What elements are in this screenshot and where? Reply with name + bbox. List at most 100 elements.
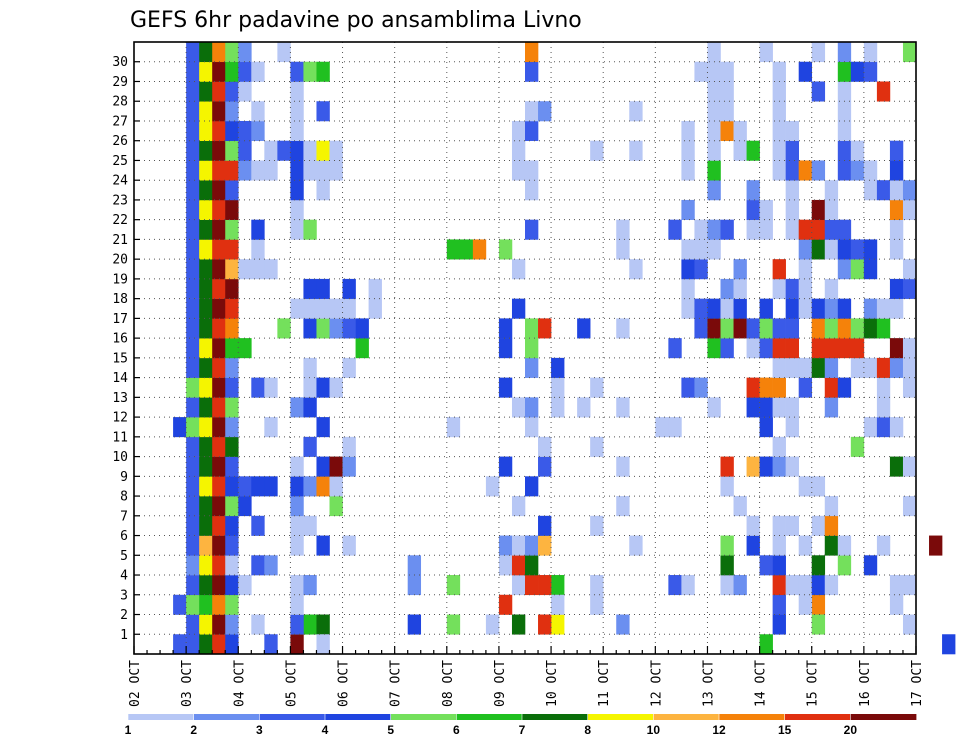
heatmap-cell (707, 140, 721, 161)
heatmap-cell (785, 298, 799, 319)
heatmap-cell (186, 120, 200, 142)
heatmap-cell (251, 476, 265, 497)
heatmap-cell (303, 278, 317, 299)
heatmap-cell (798, 357, 813, 378)
heatmap-cell (785, 160, 799, 181)
heatmap-cell (707, 318, 721, 339)
heatmap-cell (772, 377, 786, 398)
heatmap-cell (707, 239, 721, 260)
heatmap-cell (733, 140, 747, 161)
heatmap-cell (498, 318, 513, 339)
heatmap-cell (316, 278, 330, 299)
heatmap-cell (876, 357, 891, 378)
heatmap-cell (733, 120, 747, 142)
heatmap-cell (551, 594, 565, 615)
heatmap-cell (616, 318, 630, 339)
heatmap-cell (772, 357, 786, 378)
heatmap-cell (902, 496, 917, 517)
heatmap-cell (590, 575, 604, 596)
heatmap-cell (251, 614, 265, 635)
heatmap-cell (824, 278, 839, 299)
heatmap-cell (720, 535, 734, 556)
heatmap-cell (720, 61, 734, 82)
heatmap-cell (798, 476, 813, 497)
y-tick-label: 15 (112, 351, 128, 366)
heatmap-cell (368, 278, 382, 299)
heatmap-cell (538, 436, 552, 457)
heatmap-cell (511, 614, 526, 635)
heatmap-cell (824, 575, 839, 596)
heatmap-cell (251, 239, 265, 260)
heatmap-cell (772, 160, 786, 181)
heatmap-cell (538, 456, 552, 477)
legend-label: 3 (256, 723, 263, 737)
heatmap-cell (303, 397, 317, 418)
heatmap-cell (798, 219, 813, 240)
heatmap-cell (316, 140, 330, 161)
heatmap-cell (525, 397, 539, 418)
heatmap-cell (772, 555, 786, 576)
heatmap-cell (772, 397, 786, 418)
heatmap-cell (186, 515, 200, 536)
heatmap-cell (316, 160, 330, 181)
heatmap-cell (225, 535, 239, 556)
heatmap-cell (303, 140, 317, 161)
heatmap-cell (225, 318, 239, 339)
heatmap-cell (329, 496, 343, 517)
heatmap-cell (746, 397, 760, 418)
heatmap-cell (355, 338, 369, 359)
heatmap-cell (446, 575, 461, 596)
heatmap-cell (303, 219, 317, 240)
heatmap-cell (342, 436, 356, 457)
heatmap-cell (525, 476, 539, 497)
heatmap-cell (850, 338, 865, 359)
x-tick-label: 10 OCT (545, 660, 560, 707)
heatmap-cell (798, 259, 813, 280)
x-tick-label: 15 OCT (806, 660, 821, 707)
heatmap-cell (212, 140, 226, 161)
heatmap-cell (525, 575, 539, 596)
heatmap-cell (629, 259, 643, 280)
heatmap-cell (811, 357, 826, 378)
heatmap-cell (525, 318, 539, 339)
heatmap-cell (199, 42, 213, 63)
heatmap-cell (251, 219, 265, 240)
heatmap-cell (811, 476, 826, 497)
heatmap-cell (511, 535, 526, 556)
heatmap-cell (511, 259, 526, 280)
x-tick-label: 09 OCT (493, 660, 508, 707)
heatmap-cell (759, 42, 773, 63)
heatmap-cell (629, 140, 643, 161)
heatmap-cell (889, 160, 904, 181)
heatmap-cell (186, 239, 200, 260)
heatmap-cell (837, 338, 852, 359)
heatmap-cell (772, 614, 786, 635)
heatmap-cell (212, 199, 226, 220)
y-tick-label: 5 (120, 549, 128, 564)
y-tick-label: 26 (112, 134, 128, 149)
heatmap-cell (277, 140, 291, 161)
heatmap-cell (290, 515, 304, 536)
heatmap-cell (772, 535, 786, 556)
heatmap-cell (746, 535, 760, 556)
heatmap-cell (837, 377, 852, 398)
heatmap-cell (811, 515, 826, 536)
heatmap-cell (251, 555, 265, 576)
y-tick-label: 2 (120, 608, 128, 623)
heatmap-cell (616, 397, 630, 418)
heatmap-cell (759, 397, 773, 418)
legend-label: 20 (844, 723, 858, 737)
heatmap-cell (720, 555, 734, 576)
heatmap-cell (342, 318, 356, 339)
heatmap-cell (681, 278, 695, 299)
heatmap-cell (199, 456, 213, 477)
heatmap-cell (707, 81, 721, 102)
heatmap-cell (837, 219, 852, 240)
heatmap-cell (316, 634, 330, 655)
heatmap-cell (525, 101, 539, 122)
heatmap-cell (902, 456, 917, 477)
heatmap-cell (329, 318, 343, 339)
heatmap-cell (707, 120, 721, 142)
heatmap-cell (329, 456, 343, 477)
heatmap-cell (225, 338, 239, 359)
